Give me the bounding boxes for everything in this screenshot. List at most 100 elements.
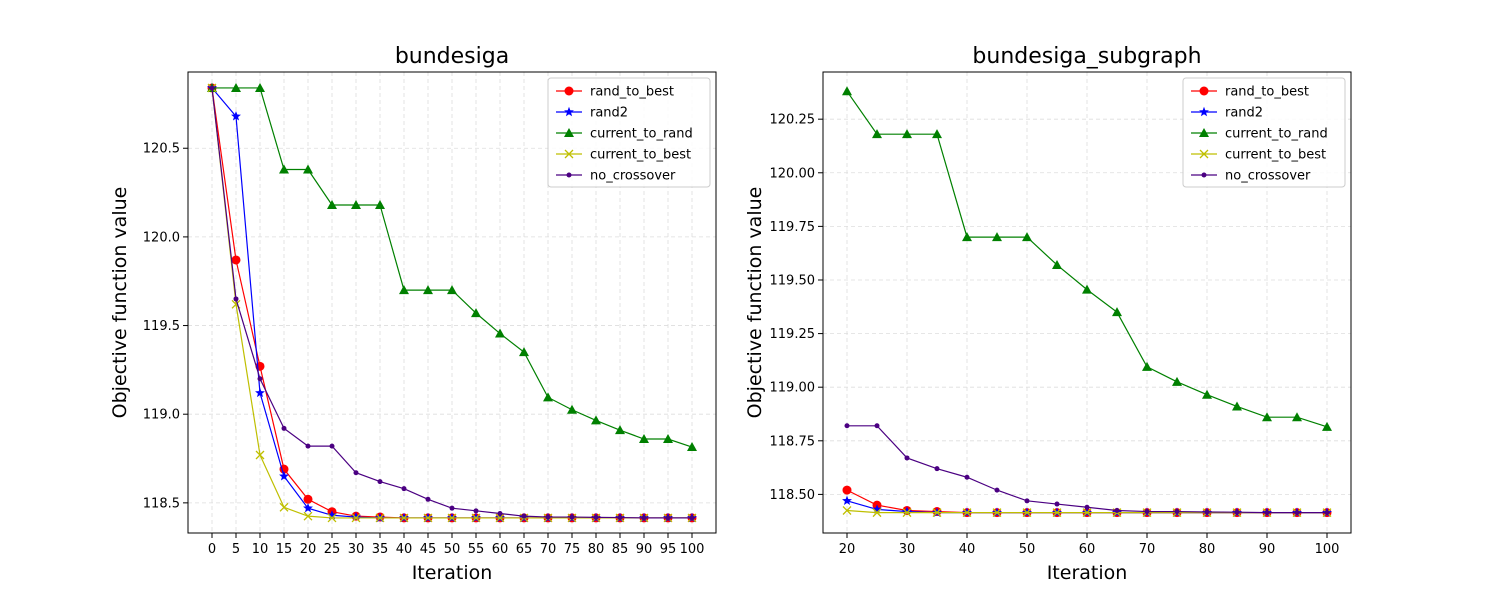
data-point — [447, 513, 457, 523]
data-point — [567, 404, 577, 414]
data-point — [992, 508, 1002, 518]
data-point — [1292, 412, 1302, 422]
x-tick-label: 90 — [636, 542, 653, 557]
y-tick-label: 119.00 — [770, 381, 816, 396]
x-tick-label: 100 — [680, 542, 705, 557]
data-point — [962, 232, 972, 242]
legend-label: current_to_best — [590, 148, 691, 163]
legend-item-rand_to_best: rand_to_best — [1191, 85, 1309, 100]
data-point — [351, 199, 361, 209]
data-point — [303, 494, 313, 504]
data-point — [497, 510, 503, 516]
y-tick-label: 119.25 — [770, 327, 816, 342]
data-point — [842, 86, 852, 96]
chart-panel-2: 20 30 40 50 60 70 80 90 100 118.50 118.75 119.00 119… — [744, 44, 1352, 584]
data-point — [1084, 504, 1090, 510]
data-point — [327, 513, 337, 523]
legend-label: rand_to_best — [1225, 85, 1309, 100]
legend-marker — [1199, 106, 1209, 117]
data-point — [233, 296, 239, 302]
legend-label: rand2 — [1225, 106, 1263, 121]
data-point — [329, 443, 335, 449]
x-tick-label: 50 — [444, 542, 461, 557]
data-point — [1322, 421, 1332, 431]
y-tick-label: 120.5 — [143, 142, 180, 157]
data-point — [399, 513, 409, 523]
x-axis-label: Iteration — [412, 562, 493, 584]
y-tick-label: 118.75 — [770, 434, 816, 449]
data-point — [872, 504, 882, 514]
data-point — [1142, 361, 1152, 371]
y-tick-label: 118.50 — [770, 488, 816, 503]
data-point — [449, 505, 455, 511]
x-tick-label: 40 — [959, 542, 976, 557]
data-point — [281, 425, 287, 431]
data-point — [591, 415, 601, 425]
legend-marker — [1199, 86, 1209, 96]
data-point — [934, 466, 940, 472]
data-point — [1052, 508, 1062, 518]
data-point — [401, 486, 407, 492]
legend-label: rand_to_best — [590, 85, 674, 100]
data-point — [689, 515, 695, 521]
x-tick-label: 5 — [232, 542, 240, 557]
y-tick-label: 120.0 — [143, 230, 180, 245]
data-point — [231, 255, 241, 265]
chart-title: bundesiga_subgraph — [972, 44, 1201, 69]
x-tick-label: 40 — [396, 542, 413, 557]
x-tick-label: 100 — [1315, 542, 1340, 557]
data-point — [569, 514, 575, 520]
data-point — [902, 129, 912, 139]
data-point — [351, 513, 361, 523]
data-point — [992, 232, 1002, 242]
data-point — [303, 511, 313, 521]
data-point — [473, 508, 479, 514]
legend-marker — [1201, 172, 1207, 178]
data-point — [1024, 498, 1030, 504]
data-point — [303, 164, 313, 174]
data-point — [1202, 389, 1212, 399]
x-tick-label: 15 — [276, 542, 293, 557]
chart-title: bundesiga — [395, 44, 509, 69]
data-point — [425, 496, 431, 502]
y-tick-label: 120.00 — [770, 166, 816, 181]
data-point — [902, 506, 912, 516]
data-point — [842, 495, 852, 506]
legend-item-current_to_rand: current_to_rand — [556, 127, 693, 142]
legend-marker — [564, 86, 574, 96]
data-point — [1052, 259, 1062, 269]
data-point — [593, 514, 599, 520]
legend-marker — [564, 128, 574, 137]
data-point — [279, 164, 289, 174]
data-point — [1022, 232, 1032, 242]
data-point — [1114, 507, 1120, 513]
data-point — [1294, 510, 1300, 516]
legend-label: no_crossover — [590, 169, 676, 184]
data-point — [375, 513, 385, 523]
data-point — [663, 434, 673, 444]
x-tick-label: 45 — [420, 542, 437, 557]
data-point — [545, 514, 551, 520]
data-point — [994, 487, 1000, 493]
legend: rand_to_best rand2 current_to_rand current_… — [1182, 77, 1346, 188]
chart-panel-1: 0 5 10 15 20 25 30 35 40 45 50 55 60 65 70 75 80 85 90 95 10… — [109, 44, 717, 584]
legend-item-rand2: rand2 — [556, 106, 628, 121]
series-no_crossover — [209, 85, 695, 521]
x-tick-label: 80 — [1199, 542, 1216, 557]
x-tick-label: 70 — [540, 542, 557, 557]
data-point — [279, 502, 289, 512]
legend-box — [547, 77, 711, 188]
data-point — [842, 485, 852, 495]
x-tick-label: 60 — [1079, 542, 1096, 557]
data-point — [1172, 376, 1182, 386]
data-point — [351, 511, 361, 522]
data-point — [305, 443, 311, 449]
x-tick-label: 25 — [324, 542, 341, 557]
legend-box — [1182, 77, 1346, 188]
x-tick-label: 35 — [372, 542, 389, 557]
legend-item-no_crossover: no_crossover — [1191, 169, 1311, 184]
legend-item-rand2: rand2 — [1191, 106, 1263, 121]
data-point — [1232, 401, 1242, 411]
data-point — [519, 347, 529, 357]
